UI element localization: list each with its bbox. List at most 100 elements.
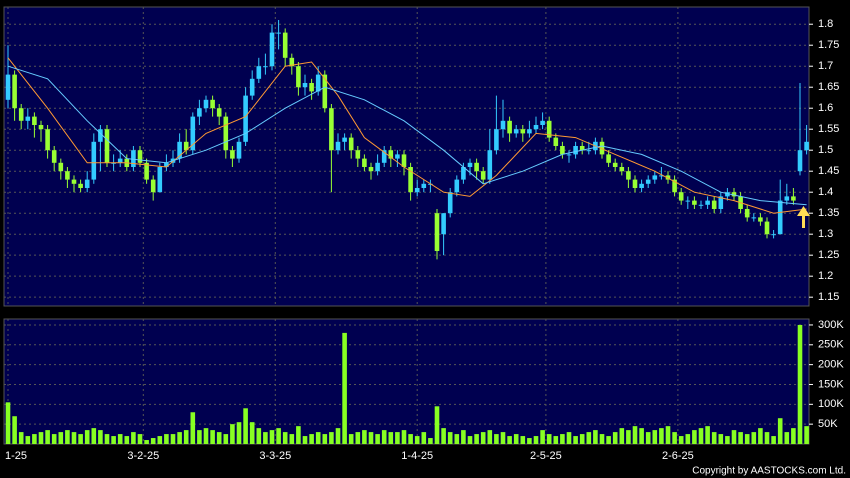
candle-body — [18, 108, 24, 121]
candle-body — [322, 74, 328, 109]
candle-body — [408, 166, 413, 193]
volume-bar — [157, 436, 163, 444]
y-tick-label: 1.15 — [818, 291, 839, 303]
y-tick-label: 1.75 — [818, 39, 839, 51]
candle-body — [362, 158, 367, 167]
volume-bar — [751, 432, 757, 444]
candle-body — [329, 108, 334, 151]
candle-body — [692, 200, 697, 205]
volume-bar — [606, 436, 611, 444]
y-tick-label: 1.3 — [818, 228, 833, 240]
volume-bar — [210, 430, 215, 444]
volume-bar — [395, 432, 400, 444]
candle-body — [500, 120, 506, 130]
volume-bar — [269, 430, 275, 444]
volume-bar — [441, 428, 446, 444]
volume-bar — [236, 422, 242, 444]
volume-bar — [507, 436, 512, 444]
volume-bar — [302, 436, 308, 444]
candle-body — [71, 179, 77, 184]
arrow-icon — [797, 206, 810, 228]
candle-body — [395, 154, 400, 159]
volume-bar — [368, 432, 374, 444]
candle-body — [38, 125, 44, 130]
volume-bar — [711, 432, 717, 444]
volume-bar — [513, 434, 519, 444]
volume-bar — [263, 432, 268, 444]
volume-bar — [137, 434, 143, 444]
volume-bar — [566, 432, 572, 444]
volume-bar — [645, 432, 651, 444]
volume-bar — [784, 432, 790, 444]
candle-body — [513, 129, 519, 134]
candle-body — [461, 166, 466, 180]
volume-bar — [494, 434, 499, 444]
volume-bar — [480, 432, 486, 444]
volume-bar — [12, 416, 17, 444]
volume-bar — [5, 402, 11, 444]
volume-bar — [678, 436, 684, 444]
volume-bar — [401, 430, 407, 444]
volume-bar — [18, 432, 24, 444]
candle-body — [144, 162, 149, 180]
x-tick-label: 3-3-25 — [259, 450, 291, 462]
volume-bar — [309, 434, 314, 444]
candle-body — [12, 74, 17, 109]
volume-bar — [414, 436, 420, 444]
candle-body — [78, 183, 83, 188]
candle-body — [203, 99, 209, 109]
candle-body — [269, 32, 275, 67]
volume-bar — [65, 430, 70, 444]
candle-body — [223, 116, 229, 151]
candle-body — [619, 166, 625, 172]
candle-body — [282, 32, 288, 58]
volume-bar — [500, 432, 506, 444]
candle-body — [533, 125, 539, 130]
y-tick-label: 1.25 — [818, 249, 839, 261]
candle-body — [771, 234, 776, 236]
candle-body — [579, 146, 585, 151]
candle-body — [117, 158, 123, 163]
candle-body — [381, 150, 387, 163]
candle-body — [474, 162, 479, 172]
candle-body — [494, 129, 499, 151]
candle-body — [560, 146, 565, 155]
y-tick-label: 1.65 — [818, 81, 839, 93]
volume-bar — [738, 432, 743, 444]
candle-body — [434, 213, 440, 251]
candle-body — [546, 120, 552, 138]
candle-body — [190, 116, 196, 151]
candle-body — [157, 166, 163, 193]
candle-body — [276, 32, 281, 34]
candle-body — [698, 204, 704, 206]
volume-bar — [698, 428, 704, 444]
candle-body — [368, 166, 374, 172]
volume-bar — [599, 434, 605, 444]
volume-bar — [672, 432, 677, 444]
candle-body — [659, 175, 664, 177]
volume-bar — [381, 430, 387, 444]
candle-body — [296, 66, 301, 88]
volume-bar — [586, 432, 592, 444]
volume-bar — [705, 426, 710, 444]
candle-body — [137, 150, 143, 163]
candle-body — [289, 57, 295, 67]
candle-body — [183, 141, 189, 151]
y-tick-label: 1.45 — [818, 165, 839, 177]
candle-body — [487, 150, 493, 180]
volume-bar — [58, 432, 64, 444]
volume-bar — [150, 438, 156, 444]
volume-tick-label: 100K — [818, 398, 844, 410]
candle-body — [467, 162, 473, 167]
volume-bar — [223, 434, 229, 444]
volume-bar — [454, 434, 460, 444]
candle-body — [758, 217, 763, 222]
candle-body — [45, 129, 50, 151]
volume-tick-label: 250K — [818, 339, 844, 351]
candle-body — [566, 154, 572, 156]
candle-body — [375, 162, 380, 172]
candle-body — [751, 217, 757, 219]
y-tick-label: 1.55 — [818, 123, 839, 135]
volume-bar — [546, 434, 552, 444]
y-tick-label: 1.8 — [818, 18, 833, 30]
